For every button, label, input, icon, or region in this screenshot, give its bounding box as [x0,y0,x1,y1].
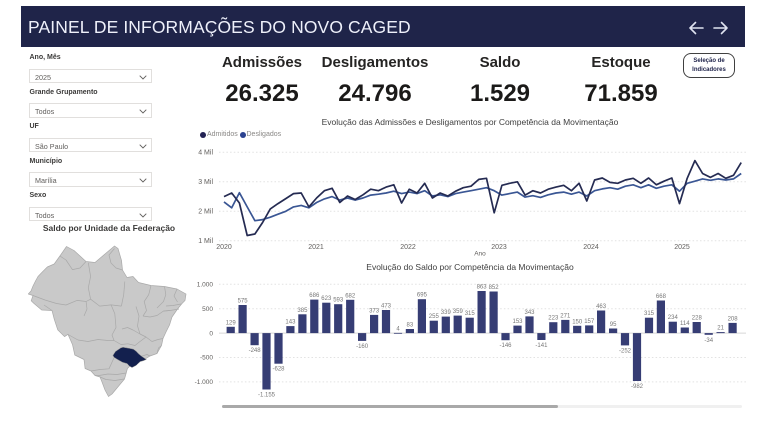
svg-text:315: 315 [465,311,476,317]
svg-text:1.000: 1.000 [197,282,214,289]
svg-text:-982: -982 [631,384,644,390]
svg-text:2022: 2022 [400,244,416,251]
svg-text:153: 153 [512,319,523,325]
svg-text:-500: -500 [200,355,213,362]
svg-text:373: 373 [369,308,380,314]
svg-text:-1.155: -1.155 [258,393,276,399]
svg-text:686: 686 [309,293,320,299]
svg-text:228: 228 [692,316,703,322]
svg-text:2023: 2023 [491,244,507,251]
svg-text:-141: -141 [535,343,548,349]
svg-text:95: 95 [610,322,617,328]
svg-text:-160: -160 [356,344,369,350]
svg-text:-1.000: -1.000 [195,379,214,386]
svg-text:682: 682 [345,293,356,299]
svg-text:2024: 2024 [583,244,599,251]
svg-text:343: 343 [524,310,535,316]
svg-text:385: 385 [297,308,308,314]
svg-text:208: 208 [728,316,739,322]
svg-text:255: 255 [429,314,440,320]
svg-text:695: 695 [417,293,428,299]
svg-text:-248: -248 [249,348,262,354]
svg-text:863: 863 [477,285,488,291]
svg-text:1 Mil: 1 Mil [198,238,213,245]
svg-text:271: 271 [560,313,571,319]
svg-text:234: 234 [668,315,679,321]
svg-text:150: 150 [572,319,583,325]
svg-text:4 Mil: 4 Mil [198,150,213,157]
svg-text:668: 668 [656,294,667,300]
svg-text:463: 463 [596,304,607,310]
svg-text:575: 575 [238,299,249,305]
svg-text:339: 339 [441,310,452,316]
svg-text:114: 114 [680,321,690,327]
svg-text:83: 83 [407,323,414,329]
svg-text:2 Mil: 2 Mil [198,209,213,216]
svg-text:2021: 2021 [308,244,324,251]
svg-text:129: 129 [226,320,237,326]
svg-text:Ano: Ano [474,251,486,258]
svg-text:-34: -34 [704,338,713,344]
svg-text:359: 359 [453,309,464,315]
svg-text:157: 157 [584,319,595,325]
svg-text:852: 852 [489,285,500,291]
svg-text:-252: -252 [619,348,632,354]
svg-text:500: 500 [202,306,213,313]
svg-text:4: 4 [396,326,400,332]
svg-text:21: 21 [717,326,724,332]
svg-text:-628: -628 [272,367,285,373]
svg-text:315: 315 [644,311,655,317]
svg-text:3 Mil: 3 Mil [198,179,213,186]
svg-text:2020: 2020 [216,244,232,251]
svg-text:223: 223 [548,316,559,322]
svg-text:0: 0 [209,330,213,337]
svg-text:623: 623 [321,296,332,302]
svg-text:-146: -146 [499,343,512,349]
svg-text:2025: 2025 [674,244,690,251]
svg-text:593: 593 [333,298,344,304]
svg-text:473: 473 [381,304,392,310]
svg-text:143: 143 [285,320,296,326]
